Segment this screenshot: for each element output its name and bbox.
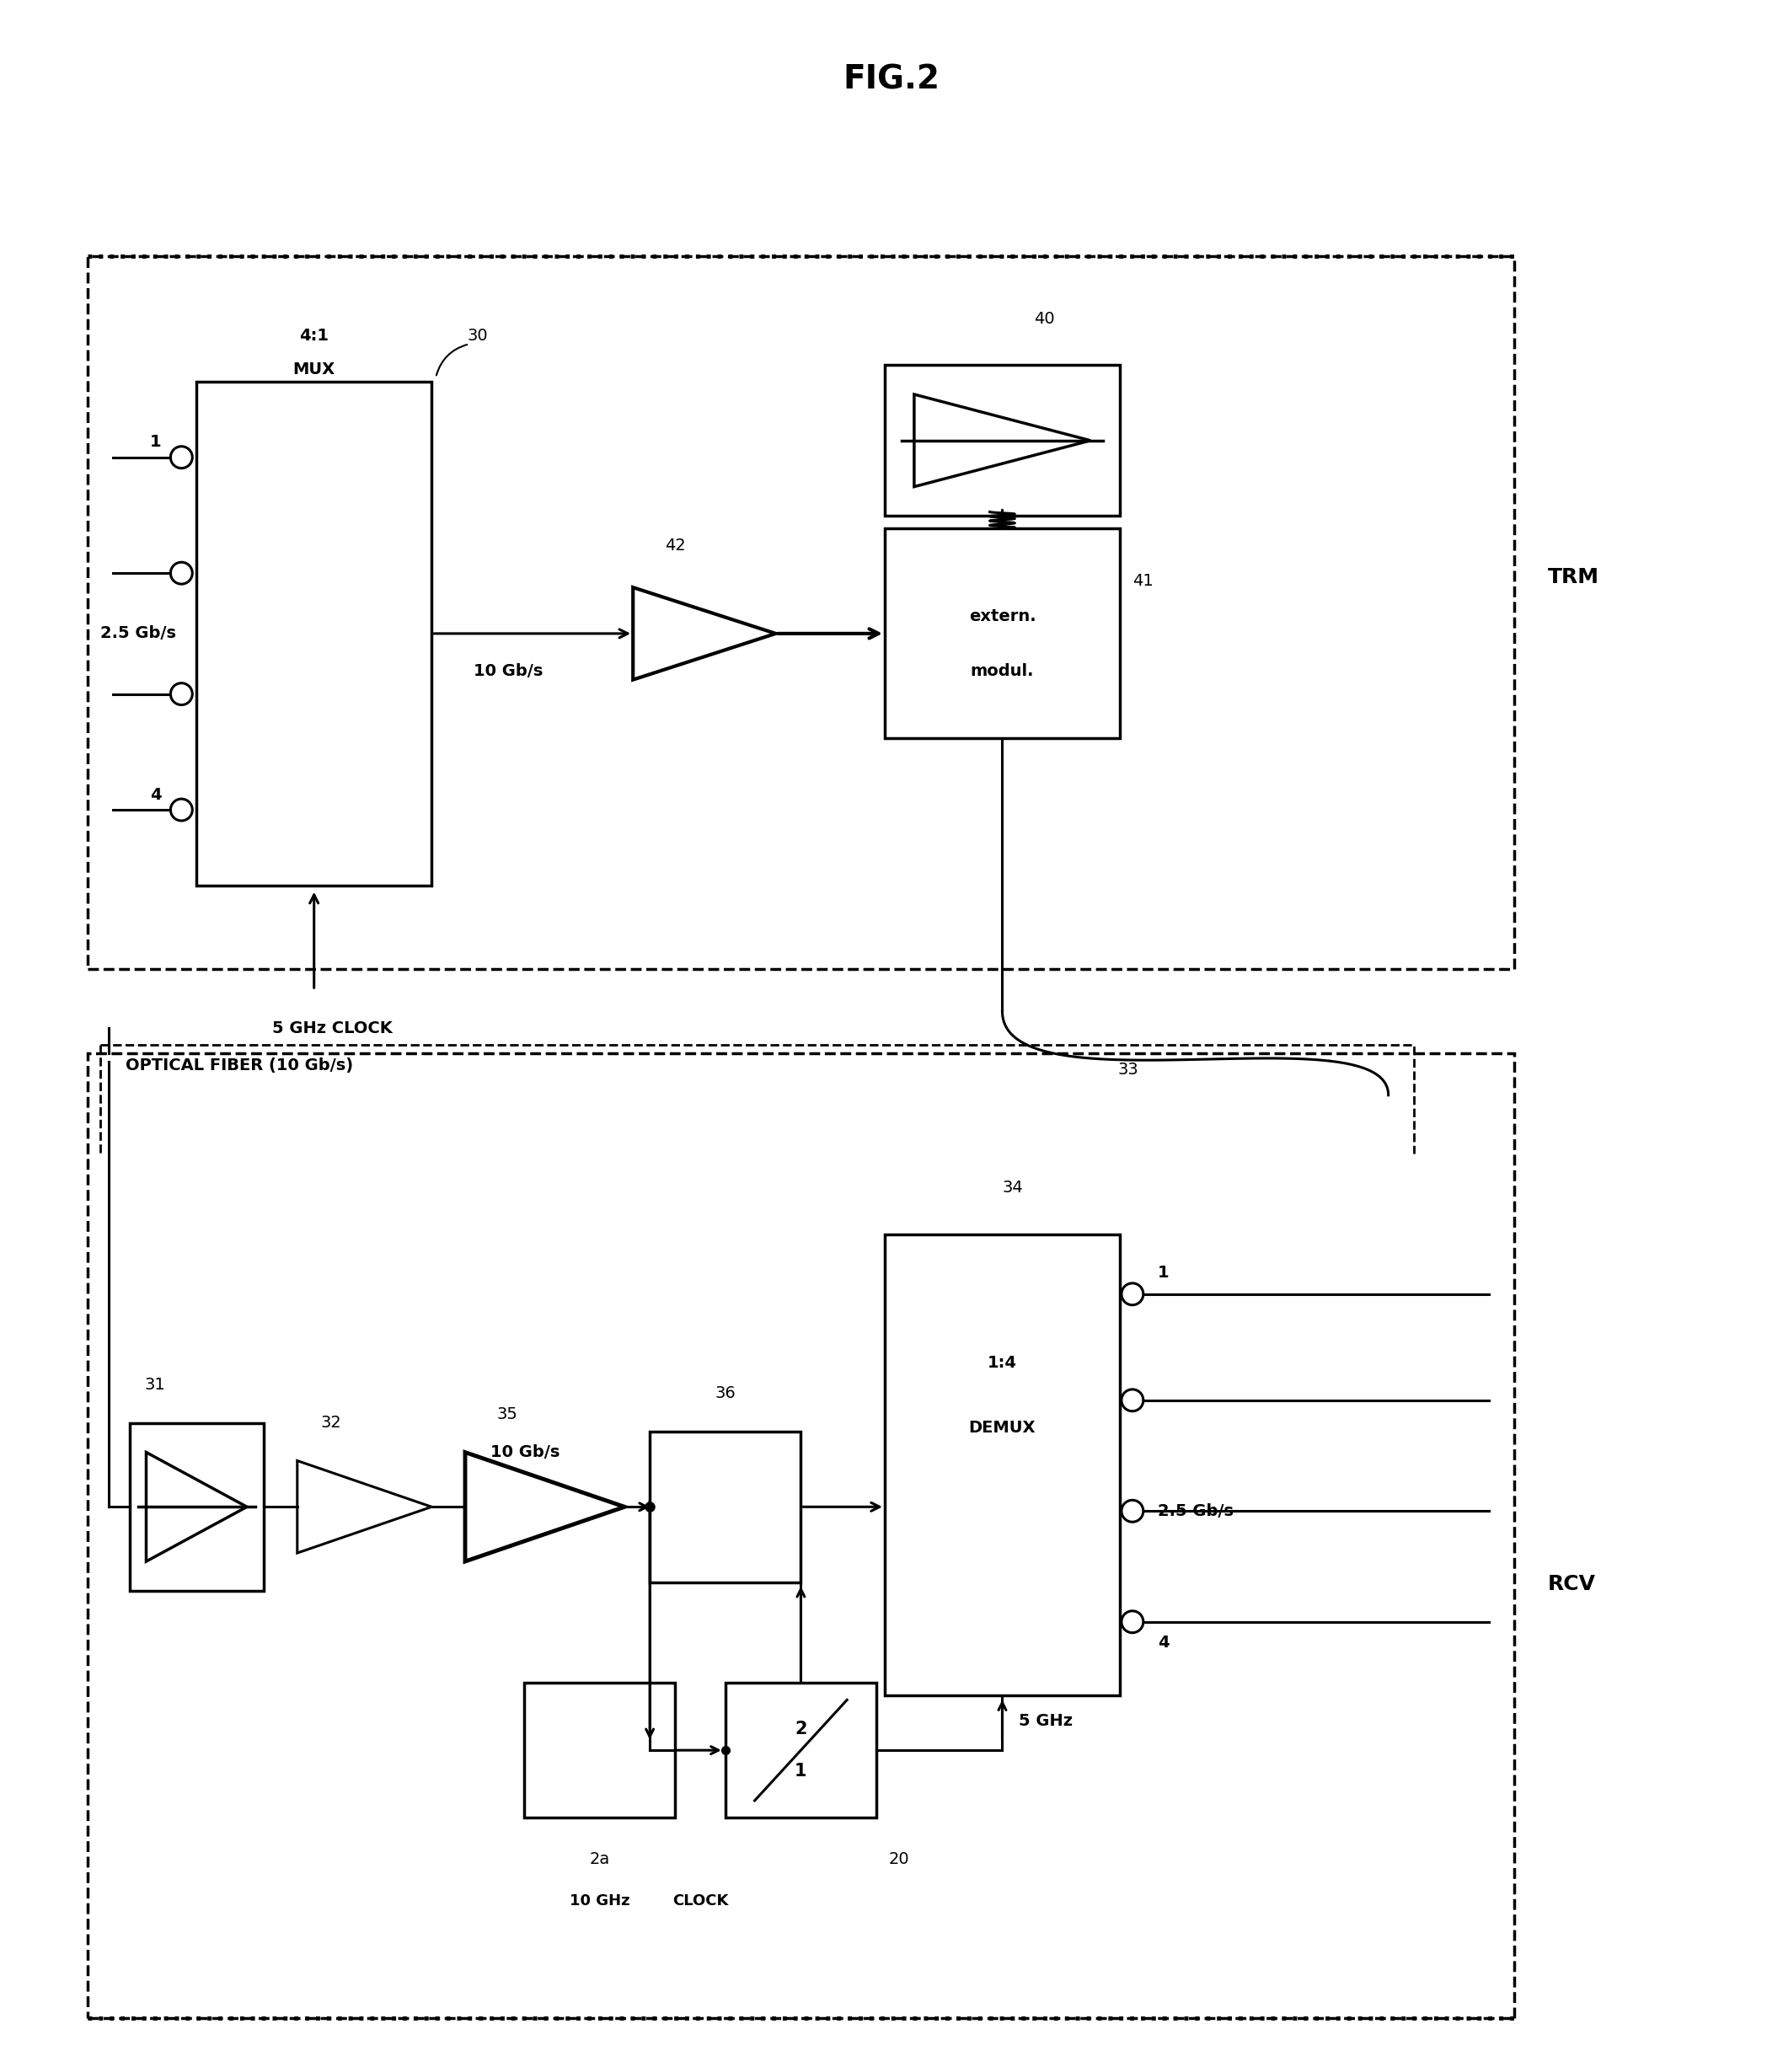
- Text: 2: 2: [795, 1722, 808, 1738]
- Text: OPTICAL FIBER (10 Gb/s): OPTICAL FIBER (10 Gb/s): [125, 1059, 353, 1073]
- Text: 31: 31: [144, 1378, 166, 1392]
- Text: 20: 20: [890, 1852, 909, 1867]
- Text: CLOCK: CLOCK: [672, 1894, 727, 1908]
- Text: 32: 32: [321, 1415, 341, 1432]
- Polygon shape: [146, 1452, 246, 1562]
- Text: 10 GHz: 10 GHz: [569, 1894, 629, 1908]
- Text: 42: 42: [665, 537, 685, 553]
- Text: 2.5 Gb/s: 2.5 Gb/s: [100, 626, 177, 642]
- Text: 2a: 2a: [588, 1852, 610, 1867]
- Bar: [87, 1053, 1514, 2018]
- Text: 4:1: 4:1: [300, 327, 328, 344]
- Text: 40: 40: [1034, 311, 1054, 327]
- Bar: [726, 1682, 877, 1817]
- Text: 34: 34: [1002, 1179, 1023, 1196]
- Text: 36: 36: [715, 1386, 736, 1401]
- Text: 1:4: 1:4: [988, 1355, 1016, 1372]
- Text: 2.5 Gb/s: 2.5 Gb/s: [1157, 1502, 1234, 1519]
- Text: TRM: TRM: [1548, 568, 1599, 586]
- Bar: [87, 255, 1514, 970]
- Text: MUX: MUX: [292, 361, 335, 377]
- Text: RCV: RCV: [1548, 1575, 1596, 1593]
- Text: 41: 41: [1132, 574, 1154, 588]
- Text: 1: 1: [795, 1763, 808, 1780]
- Bar: [884, 1235, 1120, 1695]
- Text: FIG.2: FIG.2: [843, 64, 940, 95]
- Text: 1: 1: [150, 435, 160, 450]
- Bar: [649, 1432, 801, 1583]
- Text: extern.: extern.: [968, 609, 1036, 626]
- Bar: [196, 381, 431, 885]
- Text: 4: 4: [1157, 1635, 1170, 1651]
- Text: 5 GHz CLOCK: 5 GHz CLOCK: [273, 1019, 392, 1036]
- Text: 30: 30: [467, 327, 489, 344]
- Text: modul.: modul.: [970, 663, 1034, 680]
- Text: 10 Gb/s: 10 Gb/s: [474, 663, 544, 680]
- Bar: [884, 528, 1120, 738]
- Text: 10 Gb/s: 10 Gb/s: [490, 1444, 560, 1461]
- Text: 35: 35: [497, 1407, 517, 1423]
- Text: 1: 1: [1157, 1266, 1170, 1280]
- Text: 4: 4: [150, 787, 160, 802]
- Bar: [130, 1423, 264, 1591]
- Bar: [884, 365, 1120, 516]
- Text: 33: 33: [1118, 1063, 1139, 1077]
- Bar: [524, 1682, 676, 1817]
- Text: 5 GHz: 5 GHz: [1020, 1714, 1073, 1728]
- Text: DEMUX: DEMUX: [968, 1419, 1036, 1436]
